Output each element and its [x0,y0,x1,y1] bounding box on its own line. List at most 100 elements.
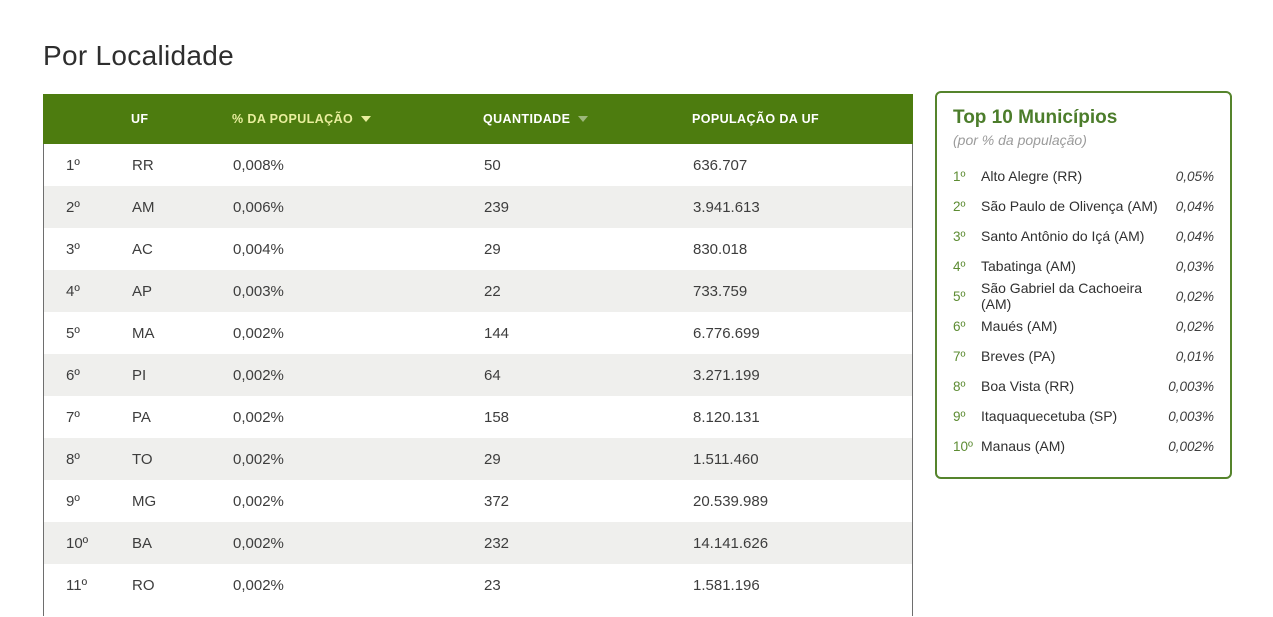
cell-qty: 158 [484,408,510,426]
item-value: 0,002% [1168,438,1214,454]
list-item: 7º Breves (PA) 0,01% [953,341,1214,371]
cell-rank: 7º [66,408,80,426]
cell-pct: 0,002% [233,492,284,510]
header-uf[interactable]: UF [131,112,232,126]
list-item: 1º Alto Alegre (RR) 0,05% [953,161,1214,191]
item-rank: 7º [953,348,966,364]
cell-rank: 9º [66,492,80,510]
cell-uf: RR [132,156,154,174]
cell-rank: 6º [66,366,80,384]
cell-uf: PI [132,366,147,384]
cell-pct: 0,002% [233,450,284,468]
cell-pct: 0,002% [233,324,284,342]
cell-pop: 1.581.196 [693,576,760,594]
cell-pct: 0,002% [233,576,284,594]
cell-rank: 11º [66,576,88,594]
table-row: 6º PI 0,002% 64 3.271.199 [44,354,912,396]
panel-list: 1º Alto Alegre (RR) 0,05% 2º São Paulo d… [953,161,1214,461]
cell-rank: 1º [66,156,80,174]
list-item: 10º Manaus (AM) 0,002% [953,431,1214,461]
item-rank: 3º [953,228,966,244]
item-rank: 10º [953,438,973,454]
item-value: 0,01% [1175,348,1214,364]
panel-title: Top 10 Municípios [953,107,1118,128]
panel-subtitle: (por % da população) [953,132,1087,148]
cell-qty: 64 [484,366,501,384]
item-value: 0,003% [1168,408,1214,424]
cell-pct: 0,008% [233,156,284,174]
states-table: UF % DA POPULAÇÃO QUANTIDADE POPULAÇÃO D… [43,94,913,616]
item-name: Alto Alegre (RR) [981,168,1083,184]
cell-pop: 636.707 [693,156,748,174]
item-rank: 5º [953,288,966,304]
list-item: 6º Maués (AM) 0,02% [953,311,1214,341]
cell-pop: 20.539.989 [693,492,769,510]
cell-uf: BA [132,534,153,552]
cell-pct: 0,003% [233,282,284,300]
cell-uf: AP [132,282,153,300]
cell-qty: 29 [484,240,501,258]
cell-qty: 23 [484,576,501,594]
list-item: 5º São Gabriel da Cachoeira (AM) 0,02% [953,280,1214,312]
item-value: 0,02% [1175,318,1214,334]
cell-pct: 0,002% [233,408,284,426]
table-header-row: UF % DA POPULAÇÃO QUANTIDADE POPULAÇÃO D… [43,94,913,144]
list-item: 8º Boa Vista (RR) 0,003% [953,371,1214,401]
cell-uf: MA [132,324,155,342]
item-name: Tabatinga (AM) [981,258,1076,274]
item-value: 0,03% [1175,258,1214,274]
item-rank: 4º [953,258,966,274]
header-pop[interactable]: POPULAÇÃO DA UF [692,112,913,126]
cell-qty: 50 [484,156,501,174]
list-item: 9º Itaquaquecetuba (SP) 0,003% [953,401,1214,431]
cell-uf: RO [132,576,155,594]
sort-desc-icon [578,116,589,122]
item-value: 0,04% [1175,198,1214,214]
cell-rank: 4º [66,282,80,300]
list-item: 4º Tabatinga (AM) 0,03% [953,251,1214,281]
cell-pct: 0,002% [233,534,284,552]
cell-pct: 0,004% [233,240,284,258]
item-name: Itaquaquecetuba (SP) [981,408,1118,424]
table-row: 2º AM 0,006% 239 3.941.613 [44,186,912,228]
table-row: 10º BA 0,002% 232 14.141.626 [44,522,912,564]
cell-rank: 2º [66,198,80,216]
cell-pop: 1.511.460 [693,450,759,468]
cell-qty: 232 [484,534,510,552]
cell-uf: PA [132,408,151,426]
cell-uf: MG [132,492,157,510]
header-pct-sorted[interactable]: % DA POPULAÇÃO [232,112,483,126]
cell-qty: 29 [484,450,501,468]
cell-qty: 372 [484,492,510,510]
cell-pop: 14.141.626 [693,534,769,552]
table-row: 11º RO 0,002% 23 1.581.196 [44,564,912,606]
cell-qty: 239 [484,198,510,216]
cell-uf: AM [132,198,155,216]
item-name: Manaus (AM) [981,438,1066,454]
item-name: Boa Vista (RR) [981,378,1075,394]
sort-desc-icon [361,116,372,122]
item-name: São Gabriel da Cachoeira (AM) [981,280,1143,312]
table-row: 8º TO 0,002% 29 1.511.460 [44,438,912,480]
cell-rank: 3º [66,240,80,258]
top10-panel: Top 10 Municípios (por % da população) 1… [935,91,1232,479]
table-row: 5º MA 0,002% 144 6.776.699 [44,312,912,354]
table-row: 9º MG 0,002% 372 20.539.989 [44,480,912,522]
cell-pop: 6.776.699 [693,324,760,342]
header-qty-label: QUANTIDADE [483,112,571,126]
item-rank: 6º [953,318,966,334]
item-value: 0,003% [1168,378,1214,394]
table-row: 4º AP 0,003% 22 733.759 [44,270,912,312]
list-item: 2º São Paulo de Olivença (AM) 0,04% [953,191,1214,221]
item-rank: 2º [953,198,966,214]
item-name: Maués (AM) [981,318,1058,334]
header-qty[interactable]: QUANTIDADE [483,112,692,126]
item-value: 0,05% [1175,168,1214,184]
header-pop-label: POPULAÇÃO DA UF [692,112,820,126]
cell-rank: 8º [66,450,80,468]
cell-qty: 22 [484,282,501,300]
item-value: 0,02% [1175,288,1214,304]
cell-uf: TO [132,450,153,468]
header-uf-label: UF [131,112,149,126]
